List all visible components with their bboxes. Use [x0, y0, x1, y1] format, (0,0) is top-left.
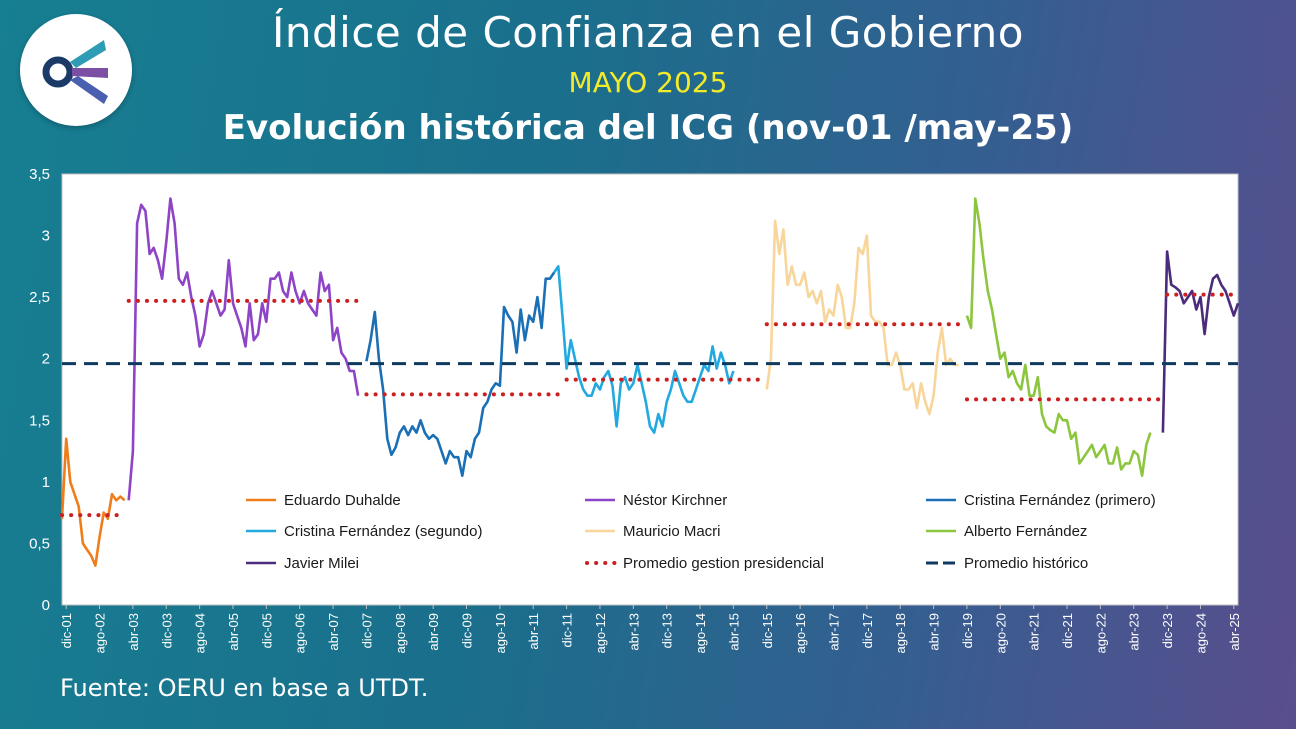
x-tick-label: dic-09	[460, 613, 475, 648]
legend-label: Eduardo Duhalde	[284, 492, 401, 509]
y-axis: 0 0,5 1 1,5 2 2,5 3 3,5	[29, 166, 50, 614]
x-tick-label: ago-10	[493, 613, 508, 653]
x-tick-label: dic-17	[860, 613, 875, 648]
x-tick-label: ago-22	[1093, 613, 1108, 653]
legend-label: Cristina Fernández (segundo)	[284, 523, 482, 540]
y-tick-label: 3	[42, 228, 50, 245]
legend-label: Cristina Fernández (primero)	[964, 492, 1156, 509]
x-tick-label: dic-01	[59, 613, 74, 648]
legend-label: Néstor Kirchner	[623, 492, 727, 509]
x-tick-label: ago-24	[1193, 613, 1208, 653]
plot-area	[61, 173, 1239, 606]
x-tick-label: ago-18	[893, 613, 908, 653]
x-tick-label: dic-21	[1060, 613, 1075, 648]
x-tick-label: abr-21	[1027, 613, 1042, 651]
x-tick-label: abr-07	[326, 613, 341, 651]
x-tick-label: dic-23	[1160, 613, 1175, 648]
x-tick-label: dic-05	[259, 613, 274, 648]
x-tick-label: dic-03	[159, 613, 174, 648]
x-tick-label: abr-19	[927, 613, 942, 651]
x-tick-label: abr-03	[126, 613, 141, 651]
series-line-mauricio-macri	[765, 219, 959, 416]
series-line-eduardo-duhalde	[60, 437, 126, 567]
x-tick-label: dic-15	[760, 613, 775, 648]
x-tick-label: abr-25	[1227, 613, 1242, 651]
x-tick-label: dic-07	[359, 613, 374, 648]
legend-label: Javier Milei	[284, 555, 359, 572]
series-line-nestor-kirchner	[127, 197, 360, 501]
x-tick-label: ago-02	[93, 613, 108, 653]
series-lines	[60, 197, 1240, 567]
oeru-logo	[20, 14, 132, 126]
legend-label: Mauricio Macri	[623, 523, 721, 540]
x-tick-label: ago-20	[993, 613, 1008, 653]
x-tick-label: abr-15	[726, 613, 741, 651]
x-tick-label: ago-06	[293, 613, 308, 653]
y-tick-label: 2	[42, 351, 50, 368]
x-tick-label: dic-13	[660, 613, 675, 648]
y-tick-label: 0	[42, 597, 50, 614]
x-tick-label: abr-13	[626, 613, 641, 651]
x-tick-label: ago-08	[393, 613, 408, 653]
y-tick-label: 1,5	[29, 412, 50, 429]
legend-label: Promedio gestion presidencial	[623, 555, 824, 572]
y-tick-label: 2,5	[29, 289, 50, 306]
x-tick-label: ago-16	[793, 613, 808, 653]
x-tick-label: ago-12	[593, 613, 608, 653]
chart-heading: Evolución histórica del ICG (nov-01 /may…	[222, 108, 1074, 148]
x-tick-label: dic-19	[960, 613, 975, 648]
x-tick-label: abr-05	[226, 613, 241, 651]
legend-label: Alberto Fernández	[964, 523, 1087, 540]
series-line-alberto-fernandez	[965, 197, 1152, 477]
series-line-javier-milei	[1161, 250, 1240, 433]
y-tick-label: 3,5	[29, 166, 50, 183]
x-tick-label: abr-17	[826, 613, 841, 651]
legend-label: Promedio histórico	[964, 555, 1088, 572]
series-line-cristina-fernandez-segundo	[553, 265, 735, 434]
x-tick-label: abr-11	[526, 613, 541, 650]
y-tick-label: 1	[42, 474, 50, 491]
x-axis: dic-01 ago-02 abr-03 dic-03 ago-04 abr-05 dic-…	[59, 605, 1242, 653]
legend: Eduardo Duhalde Néstor Kirchner Cristina F…	[246, 492, 1156, 572]
x-tick-label: ago-14	[693, 613, 708, 653]
series-line-cristina-fernandez-primero	[365, 271, 556, 477]
source-note: Fuente: OERU en base a UTDT.	[60, 674, 429, 702]
x-tick-label: ago-04	[193, 613, 208, 653]
page-title: Índice de Confianza en el Gobierno	[272, 8, 1024, 57]
oeru-logo-icon	[42, 40, 108, 104]
x-tick-label: abr-09	[426, 613, 441, 651]
page-subtitle: MAYO 2025	[568, 66, 728, 99]
x-tick-label: dic-11	[560, 613, 575, 647]
icg-line-chart: 00,511,522,533,5 dic-01 ago-02 abr-03 dic-0…	[29, 166, 1242, 653]
y-tick-label: 0,5	[29, 535, 50, 552]
x-tick-label: abr-23	[1127, 613, 1142, 651]
